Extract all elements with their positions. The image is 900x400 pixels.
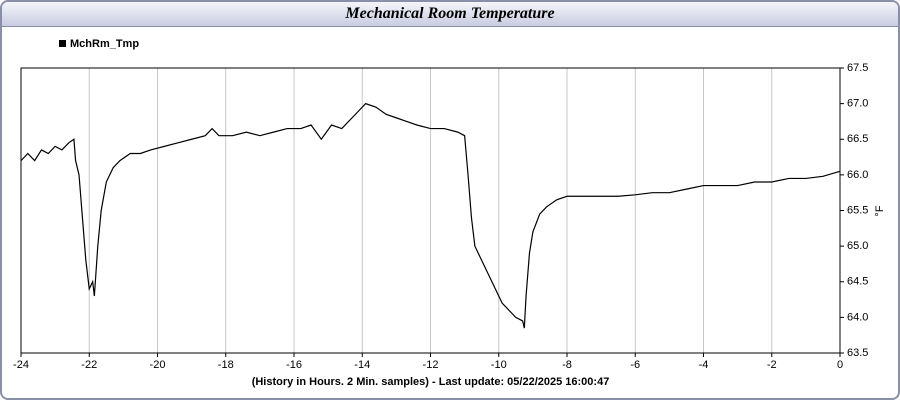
title-bar: Mechanical Room Temperature xyxy=(2,2,898,27)
legend-label: MchRm_Tmp xyxy=(70,38,139,50)
x-tick-label: -6 xyxy=(630,359,640,371)
y-tick-label: 65.5 xyxy=(847,204,868,216)
y-tick-label: 66.0 xyxy=(847,169,868,181)
y-tick-label: 65.0 xyxy=(847,240,868,252)
x-tick-label: -22 xyxy=(81,359,97,371)
legend-swatch xyxy=(59,40,66,47)
y-tick-label: 66.5 xyxy=(847,133,868,145)
x-axis-label: (History in Hours. 2 Min. samples) - Las… xyxy=(252,376,610,388)
x-tick-label: -20 xyxy=(150,359,166,371)
y-tick-label: 67.0 xyxy=(847,98,868,110)
plot-border xyxy=(20,67,841,354)
x-tick-label: 0 xyxy=(837,359,843,371)
y-tick-label: 64.5 xyxy=(847,276,868,288)
y-tick-label: 64.0 xyxy=(847,311,868,323)
x-tick-label: -24 xyxy=(13,359,29,371)
y-tick-label: 67.5 xyxy=(847,62,868,74)
x-tick-label: -14 xyxy=(354,359,370,371)
x-tick-label: -16 xyxy=(286,359,302,371)
x-tick-label: -18 xyxy=(218,359,234,371)
x-tick-label: -8 xyxy=(562,359,572,371)
series-line xyxy=(20,102,841,329)
x-tick-label: -12 xyxy=(423,359,439,371)
x-tick-label: -2 xyxy=(767,359,777,371)
y-tick-label: 63.5 xyxy=(847,347,868,359)
y-axis-label: °F xyxy=(874,205,886,216)
x-tick-label: -4 xyxy=(699,359,709,371)
x-tick-label: -10 xyxy=(491,359,507,371)
